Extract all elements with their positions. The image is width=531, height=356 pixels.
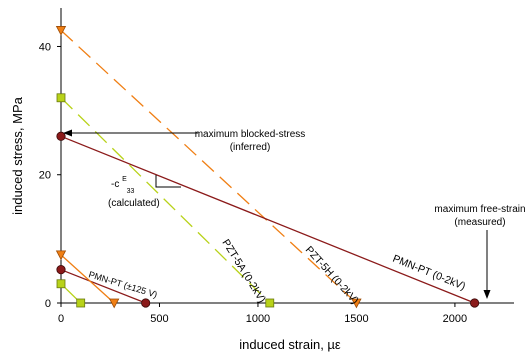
y-tick-label: 40 — [39, 41, 51, 53]
series-lines — [60, 29, 475, 304]
slope-label-main: -c — [111, 179, 119, 190]
arrowhead-free-strain — [483, 290, 491, 299]
x-tick-label: 0 — [58, 313, 64, 325]
slope-label-sub: 33 — [127, 188, 135, 195]
y-tick-label: 20 — [39, 170, 51, 182]
y-axis-label: induced stress, MPa — [10, 96, 25, 215]
data-point — [109, 298, 120, 309]
annotation-blocked-stress-note: (inferred) — [230, 142, 271, 153]
data-point — [470, 298, 480, 308]
x-tick-label: 500 — [150, 313, 168, 325]
data-point — [141, 298, 151, 308]
arrowhead-blocked-stress — [63, 129, 72, 137]
series-label-pzt5a: PZT-5A (0-2kV) — [219, 237, 268, 305]
x-tick-label: 2000 — [443, 313, 467, 325]
series-line-1 — [60, 97, 271, 304]
data-point — [56, 131, 66, 141]
annotation-blocked-stress: maximum blocked-stress — [195, 129, 306, 140]
series-markers — [55, 26, 480, 309]
series-label-pmnpt-2kv: PMN-PT (0-2kV) — [391, 253, 467, 293]
series-line-2 — [60, 135, 475, 304]
data-point — [351, 298, 362, 309]
x-axis-label: induced strain, µε — [239, 337, 341, 352]
series-line-4 — [60, 254, 115, 304]
slope-label-sup: E — [122, 176, 127, 183]
data-point — [55, 26, 67, 36]
data-point — [76, 298, 86, 308]
y-tick-label: 0 — [45, 298, 51, 310]
x-tick-label: 1500 — [344, 313, 368, 325]
annotation-free-strain: maximum free-strain — [434, 204, 525, 215]
plot-area: 0 500 1000 1500 2000 0 20 40 — [39, 8, 514, 325]
series-line-0 — [60, 29, 357, 304]
slope-note: (calculated) — [108, 198, 160, 209]
data-point — [56, 279, 66, 289]
data-point — [56, 265, 66, 275]
x-tick-label: 1000 — [246, 313, 270, 325]
data-point — [56, 93, 66, 103]
slope-triangle — [155, 175, 181, 188]
annotation-free-strain-note: (measured) — [454, 217, 505, 228]
series-line-3 — [60, 269, 146, 304]
ticks: 0 500 1000 1500 2000 0 20 40 — [39, 41, 467, 325]
data-point — [55, 250, 67, 261]
slope-label: -c E 33 — [111, 173, 134, 195]
data-point — [265, 298, 275, 308]
